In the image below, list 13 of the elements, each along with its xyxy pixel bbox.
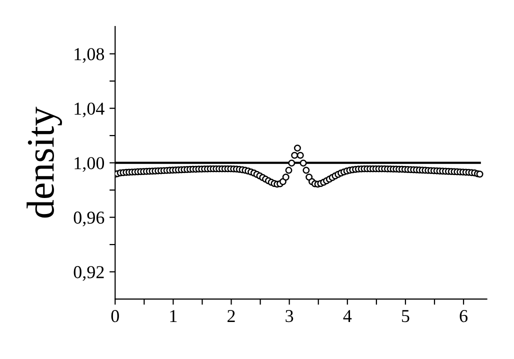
x-tick-label: 2 xyxy=(228,310,235,322)
x-tick-label: 1 xyxy=(170,310,177,322)
y-axis-title: density xyxy=(26,106,62,218)
y-tick-label: 1,08 xyxy=(74,48,104,63)
y-tick-label: 0,96 xyxy=(74,212,104,226)
x-tick-label: 5 xyxy=(402,310,410,322)
y-tick-label: 1,00 xyxy=(74,157,104,172)
x-tick-label: 3 xyxy=(286,310,294,322)
y-tick-label: 0,92 xyxy=(74,266,104,281)
x-tick-label: 6 xyxy=(460,310,468,322)
y-tick-label: 1,04 xyxy=(74,102,104,118)
x-tick-label: 0 xyxy=(111,310,119,322)
x-tick-label: 4 xyxy=(343,310,352,322)
